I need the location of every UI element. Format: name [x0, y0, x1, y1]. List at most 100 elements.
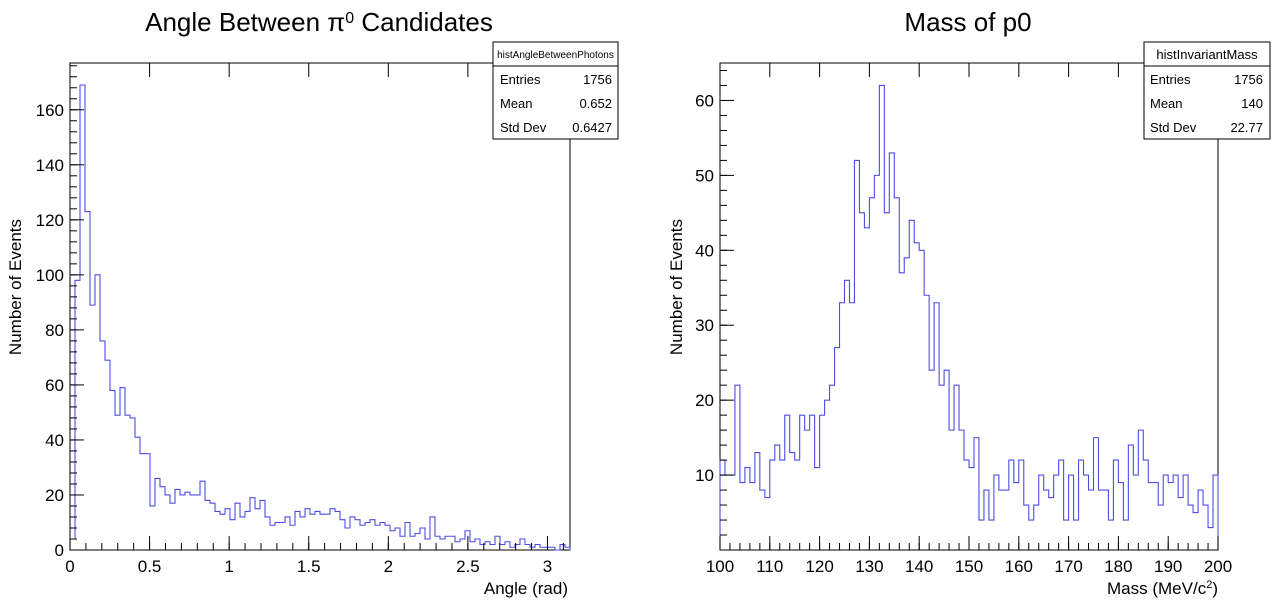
histogram-bin [295, 511, 300, 550]
histogram-bin [1198, 490, 1203, 550]
stats-histogram-name: histInvariantMass [1156, 47, 1258, 62]
stats-mean-label: Mean [500, 96, 533, 111]
y-tick-label: 60 [695, 91, 714, 110]
histogram-bin [835, 348, 840, 550]
histogram-bin [874, 175, 879, 550]
histogram-bin [859, 213, 864, 550]
histogram-bin [420, 528, 425, 550]
angle-histogram-pad: Angle Between π0 Candidates Angle (rad) … [6, 7, 619, 598]
histogram-bin [70, 539, 75, 550]
histogram-bin [380, 522, 385, 550]
histogram-bin [1153, 483, 1158, 550]
histogram-bin [195, 495, 200, 550]
stats-entries-label: Entries [500, 72, 541, 87]
x-tick-label: 190 [1154, 557, 1182, 576]
y-tick-label: 40 [45, 431, 64, 450]
histogram-bin [974, 438, 979, 550]
histogram-bin [884, 213, 889, 550]
histogram-bin [1203, 505, 1208, 550]
histogram-bin [260, 500, 265, 550]
histogram-bin [540, 547, 545, 550]
y-tick-label: 140 [36, 156, 64, 175]
histogram-bin [95, 275, 100, 550]
histogram-bin [235, 503, 240, 550]
x-tick-label: 150 [955, 557, 983, 576]
angle-histogram-title: Angle Between π0 Candidates [145, 7, 493, 37]
histogram-bin [1014, 483, 1019, 550]
histogram-bin [1108, 520, 1113, 550]
histogram-bin [230, 520, 235, 550]
histogram-bin [1123, 520, 1128, 550]
histogram-bin [280, 522, 285, 550]
histogram-bin [969, 468, 974, 550]
histogram-bin [265, 517, 270, 550]
histogram-bin [135, 437, 140, 550]
histogram-bin [1054, 475, 1059, 550]
histogram-bin [845, 280, 850, 550]
x-tick-label: 200 [1204, 557, 1232, 576]
mass-x-axis-label: Mass (MeV/c2) [1107, 579, 1218, 598]
x-tick-label: 130 [855, 557, 883, 576]
histogram-bin [1039, 475, 1044, 550]
histogram-bin [889, 153, 894, 550]
histogram-bin [110, 390, 115, 550]
histogram-bin [85, 212, 90, 550]
angle-x-axis-label: Angle (rad) [484, 579, 568, 598]
y-tick-label: 10 [695, 466, 714, 485]
mass-histogram-series [719, 84, 1219, 550]
mass-histogram-pad: Mass of p0 Mass (MeV/c2) Number of Event… [667, 7, 1271, 598]
stats-histogram-name: histAngleBetweenPhotons [497, 50, 614, 61]
histogram-bin [535, 544, 540, 550]
histogram-bin [395, 528, 400, 550]
y-tick-label: 160 [36, 101, 64, 120]
histogram-bin [1138, 430, 1143, 550]
x-tick-label: 140 [905, 557, 933, 576]
histogram-bin [1024, 505, 1029, 550]
histogram-bin [455, 542, 460, 550]
stats-stddev-label: Std Dev [500, 120, 547, 135]
mass-histogram-title: Mass of p0 [904, 7, 1031, 37]
histogram-bin [460, 539, 465, 550]
angle-y-axis-label: Number of Events [6, 219, 25, 355]
histogram-bin [765, 498, 770, 550]
stats-mean-value: 0.652 [579, 96, 612, 111]
x-tick-label: 110 [756, 557, 783, 576]
histogram-bin [1163, 475, 1168, 550]
y-tick-label: 20 [695, 391, 714, 410]
histogram-bin [145, 454, 150, 550]
histogram-bin [775, 445, 780, 550]
histogram-bin [1094, 438, 1099, 550]
histogram-bin [500, 544, 505, 550]
stats-box-frame [1143, 41, 1271, 140]
angle-x-axis: 0 0.5 1 1.5 2 2.5 3 [65, 63, 564, 576]
histogram-bin [1143, 460, 1148, 550]
histogram-bin [949, 430, 954, 550]
histogram-bin [245, 511, 250, 550]
histogram-bin [1089, 490, 1094, 550]
mass-x-axis: 100 110 120 130 140 150 160 170 180 190 200 [706, 63, 1232, 576]
histogram-bin [999, 490, 1004, 550]
angle-histogram-series [69, 84, 571, 551]
histogram-bin [90, 305, 95, 550]
histogram-bin [1098, 490, 1103, 550]
histogram-bin [879, 85, 884, 550]
histogram-bin [780, 460, 785, 550]
histogram-bin [1019, 460, 1024, 550]
histogram-bin [165, 495, 170, 550]
mass-y-axis: 10 20 30 40 50 60 [695, 69, 734, 551]
histogram-bin [1113, 460, 1118, 550]
stats-entries-value: 1756 [1234, 72, 1263, 87]
y-tick-label: 20 [45, 486, 64, 505]
histogram-bin [315, 511, 320, 550]
histogram-bin [415, 533, 420, 550]
histogram-bin [760, 490, 765, 550]
histogram-bin [964, 460, 969, 550]
histogram-bin [979, 520, 984, 550]
histogram-bin [1004, 490, 1009, 550]
histogram-bin [390, 531, 395, 550]
histogram-bin [1064, 520, 1069, 550]
histogram-bin [840, 303, 845, 550]
histogram-bin [1168, 483, 1173, 550]
histogram-bin [105, 360, 110, 550]
